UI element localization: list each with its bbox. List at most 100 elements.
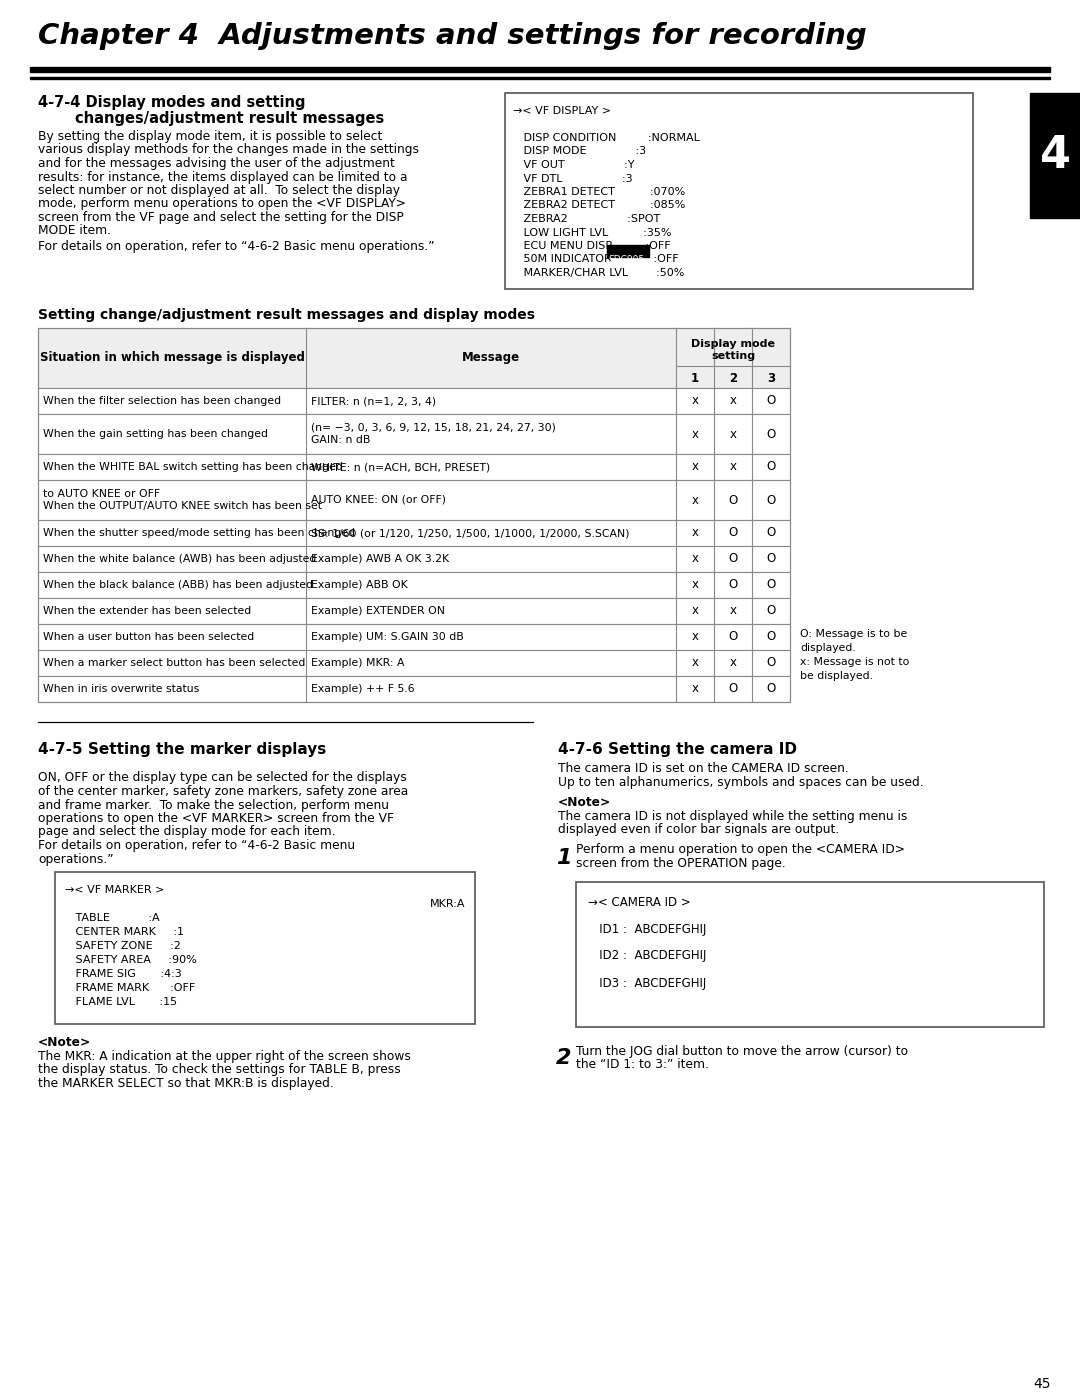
Text: displayed even if color bar signals are output.: displayed even if color bar signals are …	[558, 823, 839, 837]
Text: x: x	[729, 657, 737, 669]
Text: For details on operation, refer to “4-6-2 Basic menu: For details on operation, refer to “4-6-…	[38, 840, 355, 852]
Bar	[38, 328, 789, 388]
Bar	[38, 414, 789, 454]
Text: O: Message is to be
displayed.
x: Message is not to
be displayed.: O: Message is to be displayed. x: Messag…	[800, 629, 909, 680]
Text: operations to open the <VF MARKER> screen from the VF: operations to open the <VF MARKER> scree…	[38, 812, 394, 826]
Text: VF DTL                 :3: VF DTL :3	[513, 173, 633, 183]
Text: and frame marker.  To make the selection, perform menu: and frame marker. To make the selection,…	[38, 799, 389, 812]
Text: ID3 :  ABCDEFGHIJ: ID3 : ABCDEFGHIJ	[588, 977, 706, 989]
Text: MODE item.: MODE item.	[38, 225, 111, 237]
Text: CENTER MARK     :1: CENTER MARK :1	[65, 928, 184, 937]
Text: O: O	[728, 552, 738, 566]
Text: O: O	[767, 657, 775, 669]
Text: SAFETY ZONE     :2: SAFETY ZONE :2	[65, 942, 180, 951]
Text: When the WHITE BAL switch setting has been changed: When the WHITE BAL switch setting has be…	[43, 462, 342, 472]
Text: 4-7-4 Display modes and setting: 4-7-4 Display modes and setting	[38, 95, 306, 110]
Text: GAIN: n dB: GAIN: n dB	[311, 434, 370, 446]
Text: O: O	[767, 683, 775, 696]
Text: O: O	[767, 427, 775, 440]
Text: MARKER/CHAR LVL        :50%: MARKER/CHAR LVL :50%	[513, 268, 685, 278]
Text: O: O	[767, 394, 775, 408]
Text: x: x	[691, 461, 699, 474]
Text: mode, perform menu operations to open the <VF DISPLAY>: mode, perform menu operations to open th…	[38, 197, 406, 211]
Text: LOW LIGHT LVL          :35%: LOW LIGHT LVL :35%	[513, 228, 672, 237]
Text: Example) ABB OK: Example) ABB OK	[311, 580, 408, 590]
Text: Message: Message	[462, 352, 521, 365]
Text: 3: 3	[767, 372, 775, 384]
Text: x: x	[729, 427, 737, 440]
Text: The MKR: A indication at the upper right of the screen shows: The MKR: A indication at the upper right…	[38, 1051, 410, 1063]
Bar	[38, 571, 789, 598]
Text: When the shutter speed/mode setting has been changed: When the shutter speed/mode setting has …	[43, 528, 355, 538]
Text: x: x	[729, 605, 737, 617]
Bar	[38, 624, 789, 650]
Text: the “ID 1: to 3:” item.: the “ID 1: to 3:” item.	[576, 1059, 708, 1071]
Text: Situation in which message is displayed: Situation in which message is displayed	[40, 352, 305, 365]
Text: page and select the display mode for each item.: page and select the display mode for eac…	[38, 826, 336, 838]
Bar	[607, 244, 648, 257]
Text: FRAME MARK      :OFF: FRAME MARK :OFF	[65, 983, 195, 993]
Text: The camera ID is not displayed while the setting menu is: The camera ID is not displayed while the…	[558, 810, 907, 823]
Text: Up to ten alphanumerics, symbols and spaces can be used.: Up to ten alphanumerics, symbols and spa…	[558, 775, 923, 789]
Bar	[38, 454, 789, 481]
Text: x: x	[729, 461, 737, 474]
Text: FRAME SIG       :4:3: FRAME SIG :4:3	[65, 970, 181, 979]
Text: TABLE           :A: TABLE :A	[65, 914, 160, 923]
Text: results: for instance, the items displayed can be limited to a: results: for instance, the items display…	[38, 170, 407, 183]
Text: SAFETY AREA     :90%: SAFETY AREA :90%	[65, 956, 197, 965]
Text: ZEBRA2                 :SPOT: ZEBRA2 :SPOT	[513, 214, 660, 224]
Text: For details on operation, refer to “4-6-2 Basic menu operations.”: For details on operation, refer to “4-6-…	[38, 240, 434, 253]
Bar	[30, 67, 1050, 73]
Text: x: x	[691, 527, 699, 539]
Text: O: O	[767, 630, 775, 644]
Text: O: O	[728, 527, 738, 539]
Text: SS: 1/60 (or 1/120, 1/250, 1/500, 1/1000, 1/2000, S.SCAN): SS: 1/60 (or 1/120, 1/250, 1/500, 1/1000…	[311, 528, 630, 538]
Bar	[38, 650, 789, 676]
Text: x: x	[691, 427, 699, 440]
Text: screen from the VF page and select the setting for the DISP: screen from the VF page and select the s…	[38, 211, 404, 224]
Text: →< VF DISPLAY >: →< VF DISPLAY >	[513, 106, 611, 116]
Text: When the filter selection has been changed: When the filter selection has been chang…	[43, 395, 281, 407]
Bar	[38, 388, 789, 414]
Text: x: x	[691, 394, 699, 408]
Text: the display status. To check the settings for TABLE B, press: the display status. To check the setting…	[38, 1063, 401, 1077]
Bar	[38, 598, 789, 624]
Text: O: O	[728, 630, 738, 644]
Text: 45: 45	[1034, 1377, 1051, 1391]
Text: x: x	[691, 630, 699, 644]
Text: Chapter 4  Adjustments and settings for recording: Chapter 4 Adjustments and settings for r…	[38, 22, 867, 50]
Text: screen from the OPERATION page.: screen from the OPERATION page.	[576, 858, 786, 870]
Text: operations.”: operations.”	[38, 852, 113, 866]
Text: x: x	[691, 605, 699, 617]
Text: x: x	[691, 493, 699, 507]
Text: Turn the JOG dial button to move the arrow (cursor) to: Turn the JOG dial button to move the arr…	[576, 1045, 908, 1058]
Text: 4-7-6 Setting the camera ID: 4-7-6 Setting the camera ID	[558, 742, 797, 757]
Text: O: O	[767, 493, 775, 507]
Bar	[38, 546, 789, 571]
Text: O: O	[767, 578, 775, 591]
Text: O: O	[728, 493, 738, 507]
Text: select number or not displayed at all.  To select the display: select number or not displayed at all. T…	[38, 184, 400, 197]
Text: When a marker select button has been selected: When a marker select button has been sel…	[43, 658, 306, 668]
Text: When the white balance (AWB) has been adjusted: When the white balance (AWB) has been ad…	[43, 555, 316, 564]
Text: to AUTO KNEE or OFF: to AUTO KNEE or OFF	[43, 489, 160, 499]
Text: VF OUT                 :Y: VF OUT :Y	[513, 161, 635, 170]
Text: ID2 :  ABCDEFGHIJ: ID2 : ABCDEFGHIJ	[588, 950, 706, 963]
Text: →< VF MARKER >: →< VF MARKER >	[65, 886, 164, 895]
Text: The camera ID is set on the CAMERA ID screen.: The camera ID is set on the CAMERA ID sc…	[558, 761, 849, 775]
Bar	[38, 328, 789, 388]
Text: 1: 1	[556, 848, 571, 868]
Text: O: O	[728, 683, 738, 696]
Text: O: O	[767, 605, 775, 617]
Text: :OFF: :OFF	[650, 254, 679, 264]
Text: →< CAMERA ID >: →< CAMERA ID >	[588, 895, 691, 908]
Text: <Note>: <Note>	[38, 1037, 91, 1049]
Text: <Note>: <Note>	[558, 796, 611, 809]
Bar	[38, 676, 789, 703]
Text: When a user button has been selected: When a user button has been selected	[43, 631, 254, 643]
Text: of the center marker, safety zone markers, safety zone area: of the center marker, safety zone marker…	[38, 785, 408, 798]
Text: Example) EXTENDER ON: Example) EXTENDER ON	[311, 606, 445, 616]
Text: O: O	[767, 461, 775, 474]
Text: Example) MKR: A: Example) MKR: A	[311, 658, 405, 668]
Text: 50M INDICATOR: 50M INDICATOR	[513, 254, 616, 264]
